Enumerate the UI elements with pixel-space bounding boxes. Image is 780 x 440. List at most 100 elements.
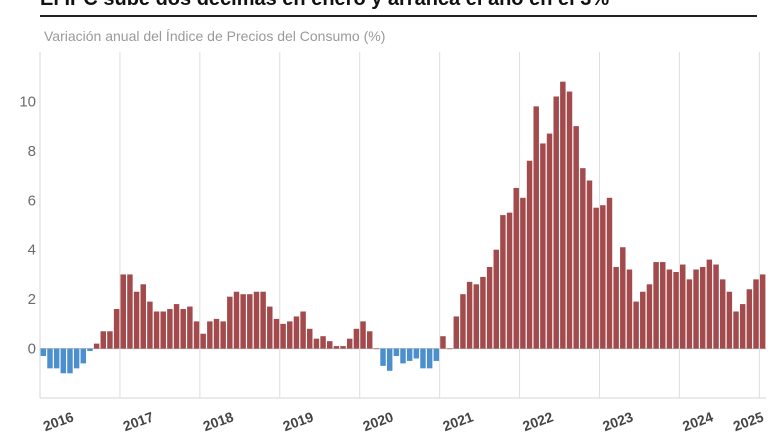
x-tick-label: 2018 [201,408,236,434]
bar [506,212,513,349]
bar [293,316,300,349]
page-title: El IPC sube dos décimas en enero y arran… [40,0,609,10]
bar [593,207,599,349]
bar [640,291,646,349]
bar [153,311,160,349]
bar [680,264,686,349]
bar [227,296,233,349]
bar [80,348,87,364]
y-axis-ticks: 0 2 4 6 8 10 [19,93,36,357]
x-axis-ticks: 2016 2017 2018 2019 2020 2021 2022 2023 2024 2025 [41,408,766,434]
bar [200,333,206,349]
bar [313,338,320,349]
bar [366,331,373,349]
bar [120,274,126,349]
bar [513,187,519,349]
y-tick-label: 6 [28,192,36,209]
bar [440,336,446,349]
bar [533,106,539,349]
x-tick-label: 2020 [361,408,396,434]
bar [173,304,180,349]
bar [540,143,546,349]
bar [666,269,673,349]
y-tick-label: 4 [28,242,36,259]
bar [140,284,146,349]
x-tick-label: 2016 [41,408,76,434]
bar [706,259,713,349]
bar [673,271,679,349]
bar [47,348,53,369]
bar [400,348,406,364]
bar [320,336,326,349]
bar [726,291,733,349]
bar [466,281,473,349]
y-tick-label: 2 [28,291,36,308]
bar [287,321,293,349]
bar [340,346,346,349]
bar [267,306,273,349]
bar [260,291,266,349]
x-tick-label: 2019 [281,408,316,434]
bar [413,348,420,359]
bar [473,284,479,349]
bar [620,247,626,349]
bar [393,348,400,356]
bar [633,301,639,349]
bar [746,289,753,349]
bar [446,348,453,350]
bar [53,348,60,369]
bar [566,91,573,349]
bar [586,180,593,349]
bar [187,306,193,349]
x-tick-label: 2024 [680,408,715,434]
bar [433,348,440,361]
bar [406,348,413,361]
bar [526,160,533,349]
bar [486,267,493,349]
bar [420,348,426,369]
bar [127,274,133,349]
bar [300,311,306,349]
bar [213,318,220,349]
y-tick-label: 0 [28,341,36,358]
bar [520,197,526,349]
bar [147,301,153,349]
bar [73,348,80,369]
y-tick-label: 10 [19,93,36,110]
bar [426,348,433,369]
bar [646,284,653,349]
bar [107,331,113,349]
bar [460,294,466,349]
bar [160,311,166,349]
bar [546,133,553,349]
bar [753,279,759,349]
bar [360,321,366,349]
bar [240,294,246,349]
bar [500,215,506,349]
bar [180,309,186,349]
bar [713,264,719,349]
bar [733,311,739,349]
bar [660,262,666,349]
bar [93,343,100,349]
bar [100,331,106,349]
bar [380,348,386,366]
bar [307,328,313,349]
bar [40,348,47,356]
bar [739,304,746,349]
bar [67,348,73,374]
y-tick-label: 8 [28,143,36,160]
bar [480,276,486,349]
bar [719,279,726,349]
bar [553,96,559,349]
bar [253,291,260,349]
x-tick-label: 2021 [441,408,476,434]
bar [353,328,360,349]
title-divider [40,15,757,17]
bar [60,348,67,374]
bars [40,81,766,374]
grid-lines [39,52,766,399]
bar [386,348,393,371]
bar [560,81,566,349]
bar [580,168,586,349]
